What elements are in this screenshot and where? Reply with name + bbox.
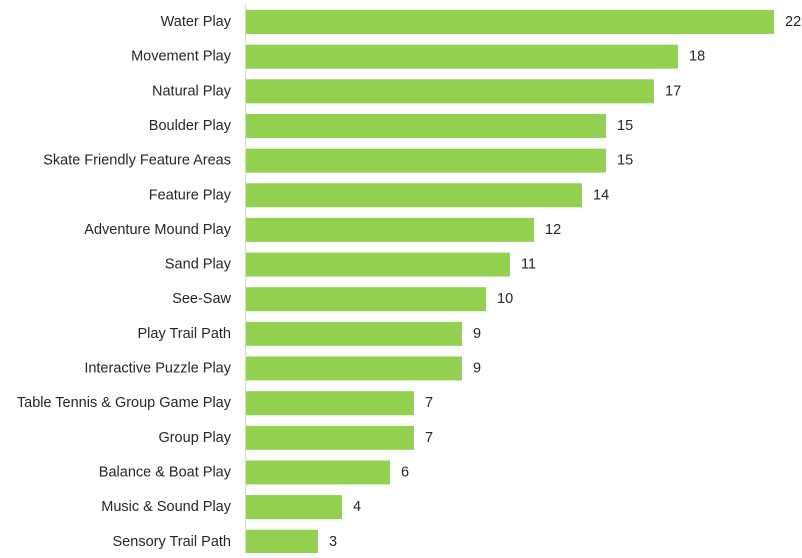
value-label: 22 xyxy=(785,14,801,30)
bar xyxy=(246,425,414,450)
value-label: 17 xyxy=(665,83,681,99)
bar xyxy=(246,113,606,138)
category-label: Water Play xyxy=(161,14,232,30)
value-label: 15 xyxy=(617,153,633,169)
value-label: 14 xyxy=(593,187,609,203)
value-label: 6 xyxy=(401,464,409,480)
value-label: 10 xyxy=(497,291,513,307)
category-labels-group: Water Play Movement Play Natural Play Bould… xyxy=(17,14,232,550)
category-label: Play Trail Path xyxy=(138,326,232,342)
value-label: 12 xyxy=(545,222,561,238)
category-label: Boulder Play xyxy=(149,118,232,134)
bar xyxy=(246,148,606,173)
category-label: Skate Friendly Feature Areas xyxy=(43,153,231,169)
category-label: Movement Play xyxy=(131,49,232,65)
category-label: Table Tennis & Group Game Play xyxy=(17,395,232,411)
category-label: Sand Play xyxy=(165,257,232,273)
bar xyxy=(246,79,654,104)
value-label: 15 xyxy=(617,118,633,134)
category-label: Feature Play xyxy=(149,187,232,203)
bars-group xyxy=(246,10,774,554)
bar xyxy=(246,287,486,312)
value-label: 11 xyxy=(521,257,536,273)
bar xyxy=(246,356,462,381)
category-label: Music & Sound Play xyxy=(101,499,232,515)
bar xyxy=(246,252,510,277)
value-label: 9 xyxy=(473,361,481,377)
bar xyxy=(246,10,774,34)
category-label: See-Saw xyxy=(172,291,231,307)
value-label: 18 xyxy=(689,49,705,65)
bar xyxy=(246,529,318,554)
category-label: Adventure Mound Play xyxy=(84,222,231,238)
category-label: Balance & Boat Play xyxy=(99,464,232,480)
value-label: 9 xyxy=(473,326,481,342)
category-label: Interactive Puzzle Play xyxy=(84,361,231,377)
bar xyxy=(246,217,534,242)
value-label: 3 xyxy=(329,534,337,550)
value-label: 7 xyxy=(425,430,433,446)
bar xyxy=(246,183,582,208)
value-label: 4 xyxy=(353,499,361,515)
value-labels-group: 22 18 17 15 15 14 12 11 10 9 9 7 7 6 4 3 xyxy=(329,14,801,550)
category-label: Sensory Trail Path xyxy=(113,534,231,550)
bar xyxy=(246,44,678,69)
category-label: Group Play xyxy=(158,430,231,446)
value-label: 7 xyxy=(425,395,433,411)
bar xyxy=(246,321,462,346)
category-label: Natural Play xyxy=(152,83,232,99)
bar xyxy=(246,495,342,520)
bar xyxy=(246,391,414,416)
bar xyxy=(246,460,390,485)
